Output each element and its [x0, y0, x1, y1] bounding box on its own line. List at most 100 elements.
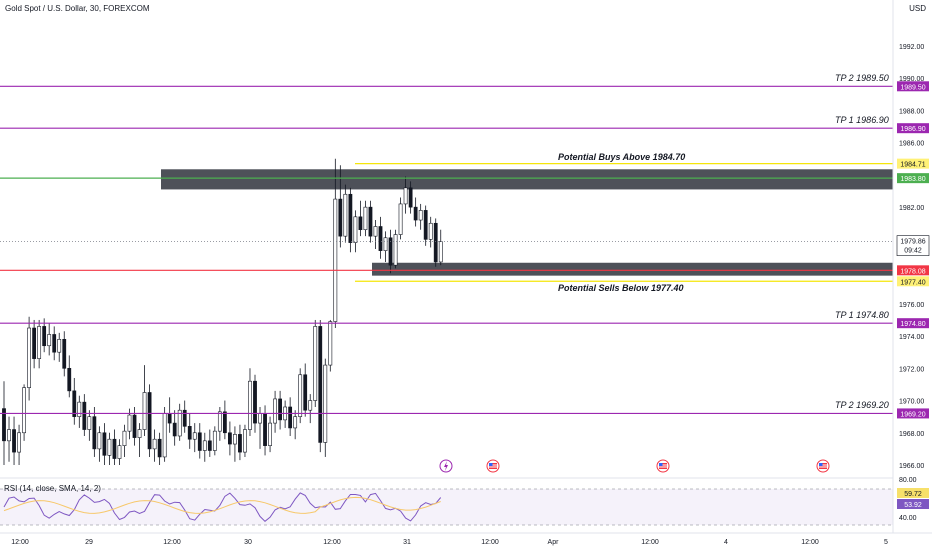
candle-body	[318, 326, 323, 443]
time-tick-label: 12:00	[11, 539, 29, 546]
symbol-title[interactable]: Gold Spot / U.S. Dollar, 30, FOREXCOM	[5, 4, 150, 13]
candle-body	[112, 438, 117, 459]
candle-body	[423, 210, 428, 240]
candle-body	[398, 203, 403, 235]
time-tick-label: 30	[244, 539, 252, 546]
candle-body	[358, 216, 363, 231]
price-tick-label: 1972.00	[899, 366, 924, 373]
current-price-tag[interactable]	[896, 235, 930, 256]
rsi-band	[0, 489, 893, 525]
current-price-line: 1979.86 09:42	[0, 235, 930, 256]
rsi-sma-tag[interactable]	[897, 488, 929, 498]
level-price-tag[interactable]	[897, 276, 929, 287]
candle-body	[353, 216, 358, 243]
level-label: TP 1 1986.90	[835, 115, 889, 126]
time-tick-label: 12:00	[481, 539, 499, 546]
candle-body	[202, 440, 207, 451]
candle-body	[152, 438, 157, 450]
candles	[2, 158, 443, 465]
level-price-tag-text: 1986.90	[900, 126, 925, 133]
candle-body	[338, 198, 343, 237]
candle-body	[313, 326, 318, 401]
level-label: TP 1 1974.80	[835, 310, 889, 321]
level-price-tag[interactable]	[897, 173, 929, 184]
level-price-tag-text: 1983.80	[900, 176, 925, 183]
candle-body	[142, 392, 147, 430]
candle-body	[293, 416, 298, 429]
candle-body	[2, 408, 6, 442]
level-price-tag[interactable]	[897, 408, 929, 419]
rsi-value-tag-text: 53.92	[904, 502, 922, 509]
level-price-tag[interactable]	[897, 81, 929, 92]
time-tick-label: 29	[85, 539, 93, 546]
candle-body	[17, 432, 21, 453]
candle-body	[303, 374, 308, 411]
candle-body	[368, 206, 373, 237]
rsi-sma-line	[3, 496, 441, 514]
candle-body	[207, 440, 212, 451]
price-tick-label: 1992.00	[899, 44, 924, 51]
candle-body	[77, 401, 82, 417]
candle-body	[268, 422, 272, 446]
us-flag-icon[interactable]	[486, 459, 500, 473]
candle-body	[192, 432, 197, 440]
candle-body	[37, 326, 42, 359]
candle-body	[383, 237, 388, 251]
candle-body	[328, 321, 333, 366]
price-tick-label: 1986.00	[899, 141, 924, 148]
rsi-axis-top: 80.00	[899, 477, 917, 484]
candle-body	[323, 364, 328, 443]
candle-body	[167, 413, 172, 424]
us-flag-icon[interactable]	[656, 459, 670, 473]
candle-body	[288, 406, 293, 429]
rsi-axis-bottom: 40.00	[899, 515, 917, 522]
candle-body	[172, 422, 177, 437]
price-tick-label: 1974.00	[899, 334, 924, 341]
level-label: TP 2 1969.20	[835, 400, 889, 411]
level-price-tag[interactable]	[897, 158, 929, 169]
rsi-title[interactable]: RSI (14, close, SMA, 14, 2)	[4, 484, 101, 493]
candle-body	[233, 434, 237, 445]
supply-demand-zones	[161, 169, 893, 276]
candle-body	[72, 390, 77, 417]
candle-body	[403, 187, 408, 205]
candle-body	[308, 400, 313, 411]
time-tick-label: 5	[884, 539, 888, 546]
rsi-pane: 80.00 40.00 59.72 53.92	[0, 477, 929, 526]
candle-body	[278, 398, 283, 421]
time-tick-label: 12:00	[323, 539, 341, 546]
rsi-value-tag[interactable]	[897, 499, 929, 509]
level-label: TP 2 1989.50	[835, 73, 889, 84]
level-label: Potential Buys Above 1984.70	[558, 151, 686, 162]
level-price-tag[interactable]	[897, 265, 929, 276]
price-tick-label: 1990.00	[899, 76, 924, 83]
candle-body	[42, 326, 47, 347]
price-tick-label: 1988.00	[899, 108, 924, 115]
candle-body	[22, 387, 26, 434]
candle-body	[132, 414, 137, 438]
candle-body	[182, 409, 187, 427]
candle-body	[388, 237, 393, 266]
time-tick-label: 12:00	[163, 539, 181, 546]
lightning-icon[interactable]	[439, 459, 453, 473]
candle-body	[248, 380, 252, 430]
level-price-tag-text: 1977.40	[900, 279, 925, 286]
candle-body	[27, 327, 32, 388]
time-tick-label: 31	[403, 539, 411, 546]
level-price-tag[interactable]	[897, 123, 929, 134]
candle-body	[102, 432, 107, 456]
candle-body	[378, 226, 383, 251]
candle-body	[273, 398, 277, 424]
price-axis: 1992.00 1990.00 1988.00 1986.00 1982.00 1976.…	[892, 0, 924, 533]
candle-body	[187, 426, 192, 440]
demand-zone	[372, 262, 893, 276]
us-flag-icon[interactable]	[816, 459, 830, 473]
price-tick-label: 1970.00	[899, 399, 924, 406]
candle-body	[197, 432, 202, 451]
level-price-tag[interactable]	[897, 318, 929, 329]
candle-body	[127, 414, 132, 432]
currency-label[interactable]: USD	[909, 4, 926, 13]
candle-body	[12, 429, 16, 453]
price-tick-label: 1968.00	[899, 431, 924, 438]
